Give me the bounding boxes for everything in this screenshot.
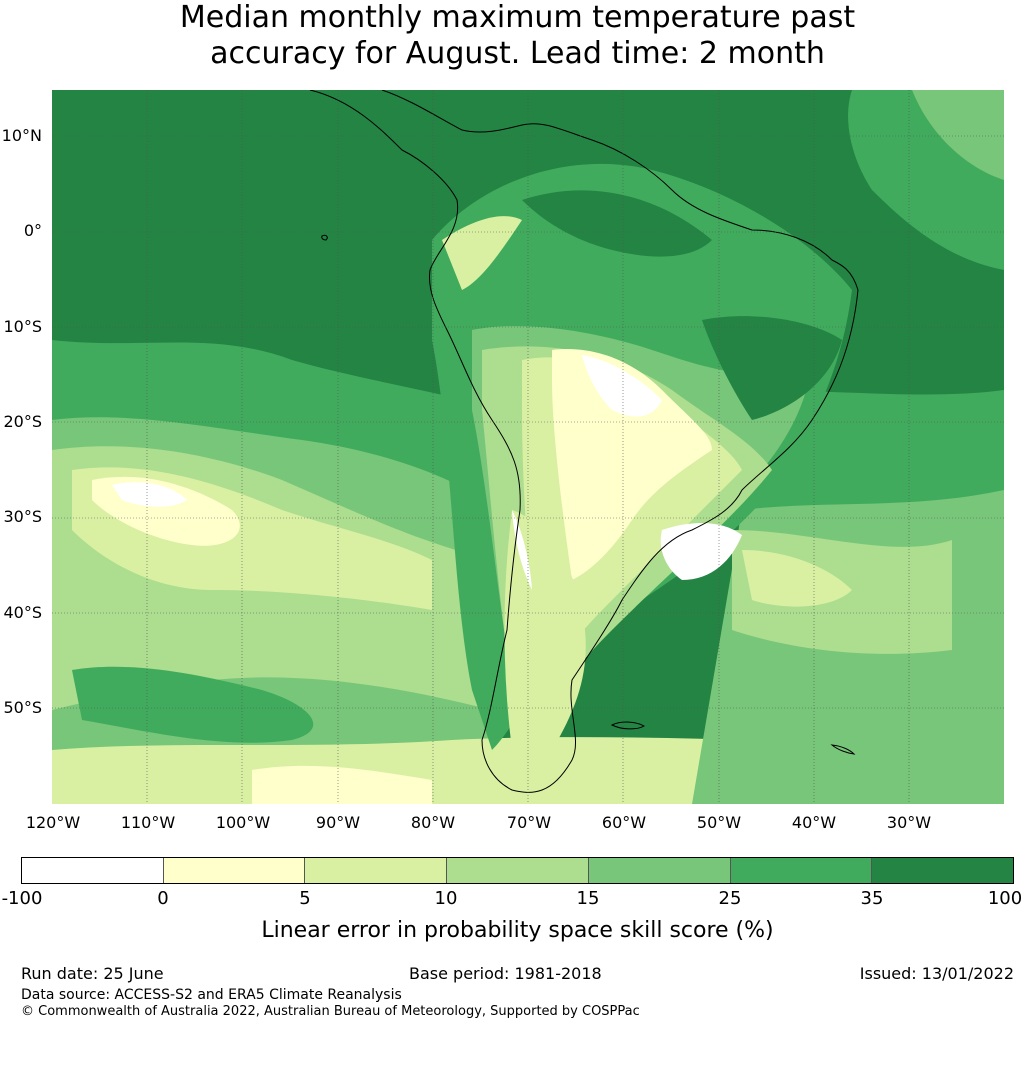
colorbar-segment: [587, 858, 730, 883]
lon-tick-100w: 100°W: [215, 813, 271, 832]
copyright-notice: © Commonwealth of Australia 2022, Austra…: [21, 1004, 640, 1019]
issued-date: Issued: 13/01/2022: [859, 964, 1014, 983]
lat-tick-20s: 20°S: [3, 412, 42, 431]
northeast-brazil-dark: [702, 316, 842, 420]
south-america-coastline: [309, 90, 859, 793]
map-title: Median monthly maximum temperature past …: [0, 0, 1035, 72]
lat-tick-40s: 40°S: [3, 603, 42, 622]
plata-white: [660, 523, 742, 580]
base-period: Base period: 1981-2018: [409, 964, 602, 983]
colorbar-tick: 15: [576, 888, 600, 909]
lat-tick-10s: 10°S: [3, 317, 42, 336]
lon-tick-40w: 40°W: [791, 813, 837, 832]
colorbar-segment: [729, 858, 872, 883]
lon-tick-60w: 60°W: [601, 813, 647, 832]
continent-band-0: [552, 349, 712, 580]
lon-tick-80w: 80°W: [410, 813, 456, 832]
data-source: Data source: ACCESS-S2 and ERA5 Climate …: [21, 987, 402, 1003]
lat-tick-30s: 30°S: [3, 507, 42, 526]
colorbar-tick: 25: [718, 888, 742, 909]
colorbar-segment: [304, 858, 447, 883]
lon-tick-50w: 50°W: [696, 813, 742, 832]
falkland-islands: [610, 721, 646, 730]
colorbar-label: Linear error in probability space skill …: [261, 918, 774, 943]
lon-tick-110w: 110°W: [120, 813, 176, 832]
run-date: Run date: 25 June: [21, 964, 164, 983]
colorbar-segment: [446, 858, 588, 883]
colorbar-tick: -100: [1, 888, 43, 909]
lon-tick-120w: 120°W: [25, 813, 81, 832]
map-title-line-2: accuracy for August. Lead time: 2 month: [210, 36, 825, 71]
northern-andes-light: [442, 216, 522, 290]
lon-tick-90w: 90°W: [315, 813, 361, 832]
skill-score-map: [52, 90, 1004, 804]
graticule: [52, 90, 1004, 804]
colorbar-segment: [871, 858, 1014, 883]
south-edge-white: [252, 765, 432, 804]
lat-tick-50s: 50°S: [3, 698, 42, 717]
map-title-line-1: Median monthly maximum temperature past: [179, 0, 856, 35]
colorbar-tick: 10: [434, 888, 458, 909]
atlantic-band-5: [742, 550, 852, 607]
lat-tick-0: 0°: [23, 221, 42, 240]
amazon-dark: [522, 190, 712, 257]
colorbar-tick: 100: [987, 888, 1023, 909]
colorbar-tick: 5: [299, 888, 311, 909]
colorbar-segment: [22, 858, 163, 883]
colorbar-segment: [162, 858, 305, 883]
colorbar-tick: 35: [860, 888, 884, 909]
north-atlantic-light-2: [912, 90, 1004, 180]
lat-tick-10n: 10°N: [1, 126, 42, 145]
pacific-dark-patch: [72, 666, 314, 743]
galapagos: [321, 234, 328, 241]
map-canvas: [52, 90, 1004, 804]
lon-tick-70w: 70°W: [506, 813, 552, 832]
lon-tick-30w: 30°W: [886, 813, 932, 832]
continent-white-core: [582, 355, 662, 417]
pacific-blob-white: [112, 482, 187, 507]
south-georgia: [830, 744, 856, 755]
colorbar: [21, 857, 1014, 884]
colorbar-tick: 0: [157, 888, 169, 909]
